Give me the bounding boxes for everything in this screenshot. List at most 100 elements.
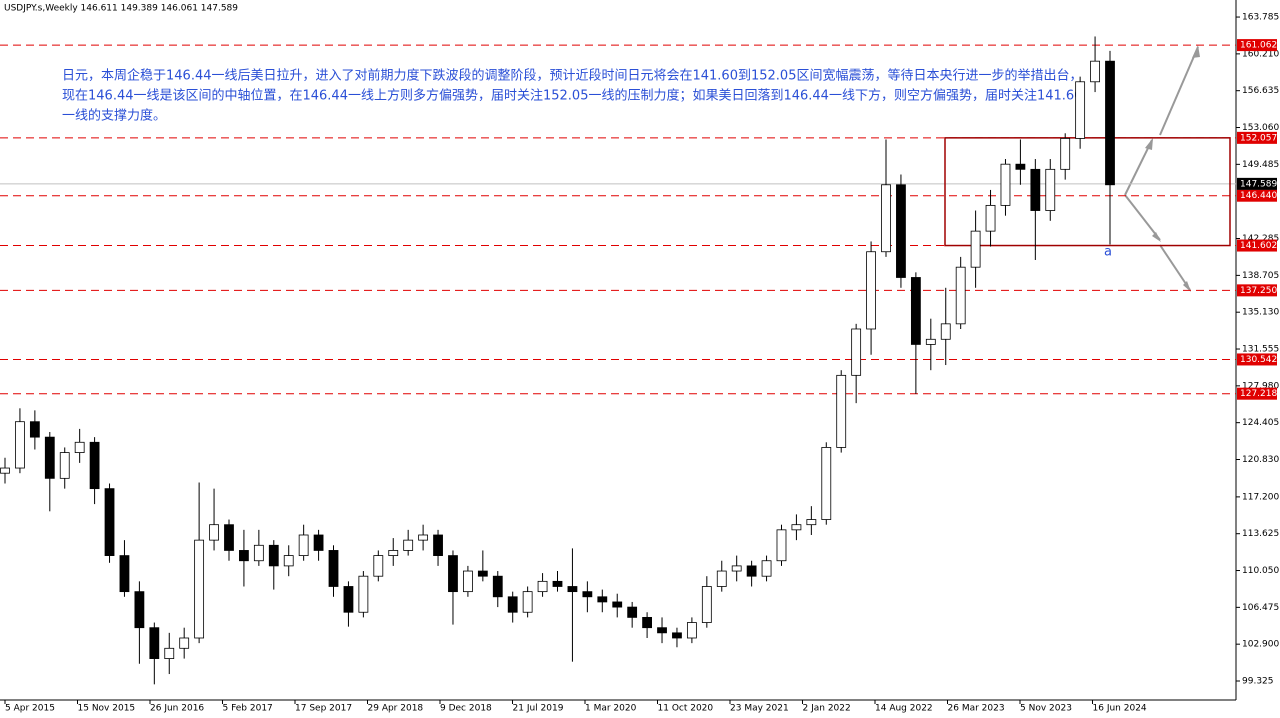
x-tick-label: 5 Feb 2017: [223, 704, 273, 714]
y-tick-label: 135.130: [1242, 308, 1279, 318]
annotation: 日元，本周企稳于146.44一线后美日拉升，进入了对前期力度下跌波段的调整阶段，…: [62, 68, 1082, 84]
annotation: 一线的支撑力度。: [62, 108, 166, 124]
candle-body: [253, 544, 264, 562]
arrow: [1124, 139, 1153, 196]
x-tick-label: 26 Jun 2016: [150, 704, 204, 714]
candle-body: [104, 488, 115, 556]
arrow: [1124, 194, 1161, 241]
candle-body: [298, 534, 309, 556]
level-label: 146.440: [1240, 191, 1277, 201]
y-tick-label: 102.900: [1242, 640, 1279, 650]
candle-body: [881, 184, 891, 253]
arrow-head: [1192, 45, 1200, 58]
candle-body: [686, 622, 697, 639]
candle-body: [0, 467, 10, 474]
y-tick-label: 153.060: [1242, 123, 1279, 133]
x-tick-label: 9 Dec 2018: [440, 704, 492, 714]
x-tick-label: 21 Jul 2019: [513, 704, 564, 714]
y-tick-label: 106.475: [1242, 603, 1279, 613]
candle-body: [268, 544, 279, 567]
candle-body: [492, 575, 503, 598]
candle-body: [44, 436, 55, 479]
x-tick-label: 29 Apr 2018: [368, 704, 424, 714]
candle-body: [985, 204, 996, 232]
candle-body: [537, 580, 548, 593]
candle-body: [418, 534, 429, 541]
level-tag: [1237, 353, 1277, 366]
candle-body: [612, 601, 623, 608]
y-tick-label: 110.050: [1242, 566, 1279, 576]
candle-body: [1045, 168, 1056, 211]
candle-body: [836, 374, 847, 448]
x-tick-label: 15 Nov 2015: [78, 704, 136, 714]
candle-body: [74, 441, 85, 453]
y-tick-label: 138.705: [1242, 271, 1279, 281]
y-tick-label: 149.485: [1242, 160, 1279, 170]
candle-body: [209, 524, 219, 541]
candle-body: [761, 560, 772, 577]
point-label: a: [1104, 245, 1112, 260]
candle-body: [1015, 163, 1026, 170]
y-tick-label: 156.635: [1242, 86, 1279, 96]
candle-body: [672, 632, 682, 639]
candle-body: [89, 441, 100, 490]
candle-body: [806, 519, 817, 526]
candle-body: [791, 524, 802, 531]
annotation: 现在146.44一线是该区间的中轴位置，在146.44一线上方则多方偏强势，届时…: [62, 88, 1082, 104]
candle-body: [179, 637, 190, 649]
candle-body: [373, 555, 384, 577]
candle-body: [59, 452, 70, 479]
candle-body: [134, 591, 145, 629]
level-tag: [1237, 39, 1277, 52]
level-label: 141.602: [1240, 241, 1277, 251]
candle-body: [149, 627, 160, 659]
x-tick-label: 26 Mar 2023: [948, 704, 1005, 714]
header: USDJPY.s,Weekly 146.611 149.389 146.061 …: [4, 4, 238, 14]
candle-body: [164, 647, 175, 659]
candle-body: [403, 539, 414, 551]
candle-body: [776, 529, 787, 562]
candle-body: [313, 534, 324, 551]
candle-body: [940, 323, 951, 340]
candle-body: [716, 570, 727, 587]
candle-body: [1090, 60, 1100, 83]
candle-body: [567, 586, 578, 593]
candle-body: [866, 251, 876, 330]
candle-body: [1105, 60, 1115, 186]
x-tick-label: 1 Mar 2020: [585, 704, 637, 714]
candle-body: [910, 277, 921, 345]
candle-body: [597, 596, 608, 603]
candle-body: [746, 565, 757, 577]
arrow: [1159, 244, 1191, 291]
current-price-tag: [1237, 177, 1277, 190]
candle-body: [851, 328, 862, 376]
candle-body: [239, 550, 249, 562]
level-label: 161.062: [1240, 41, 1277, 51]
candle-body: [29, 421, 40, 438]
level-tag: [1237, 284, 1277, 297]
x-tick-label: 11 Oct 2020: [658, 704, 714, 714]
candle-body: [358, 575, 369, 613]
y-tick-label: 160.210: [1242, 49, 1279, 59]
candle-body: [224, 524, 234, 551]
y-tick-label: 124.405: [1242, 418, 1279, 428]
y-tick-label: 99.325: [1242, 676, 1274, 686]
candle-body: [657, 627, 667, 634]
candle-body: [582, 591, 593, 598]
x-tick-label: 5 Nov 2023: [1020, 704, 1072, 714]
candle-body: [15, 421, 25, 469]
x-tick-label: 16 Jun 2024: [1093, 704, 1147, 714]
candle-body: [477, 570, 488, 577]
candle-body: [955, 266, 966, 325]
arrow: [1159, 46, 1199, 136]
level-tag: [1237, 131, 1277, 144]
candle-body: [119, 555, 130, 593]
candle-body: [896, 184, 906, 278]
candle-body: [328, 550, 339, 587]
arrow-head: [1183, 281, 1191, 292]
candle-body: [433, 534, 443, 556]
level-tag: [1237, 189, 1277, 202]
range-box: [944, 137, 1231, 247]
